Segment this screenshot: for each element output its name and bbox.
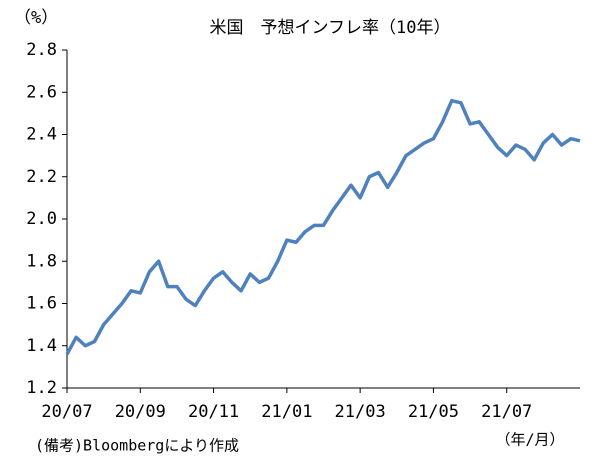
source-note: (備考)Bloombergにより作成 — [35, 437, 239, 455]
data-line — [65, 98, 581, 356]
x-tick-label: 21/01 — [261, 402, 312, 422]
y-tick-label: 1.2 — [26, 378, 57, 398]
y-tick-label: 1.4 — [26, 336, 57, 356]
x-axis-label: （年/月） — [495, 431, 564, 449]
chart-title: 米国 予想インフレ率（10年） — [210, 18, 451, 38]
y-tick-label: 2.2 — [26, 167, 57, 187]
x-tick-label: 20/09 — [115, 402, 166, 422]
x-tick-label: 20/11 — [188, 402, 239, 422]
y-tick-label: 1.6 — [26, 294, 57, 314]
y-tick-label: 2.6 — [26, 82, 57, 102]
y-axis-label: （%） — [14, 8, 58, 28]
y-tick-label: 2.8 — [26, 40, 57, 60]
y-tick-label: 2.0 — [26, 209, 57, 229]
y-tick-label: 2.4 — [26, 125, 57, 145]
x-tick-label: 20/07 — [41, 402, 92, 422]
x-tick-label: 21/07 — [481, 402, 532, 422]
x-tick-label: 21/03 — [335, 402, 386, 422]
y-tick-label: 1.8 — [26, 251, 57, 271]
x-tick-label: 21/05 — [408, 402, 459, 422]
